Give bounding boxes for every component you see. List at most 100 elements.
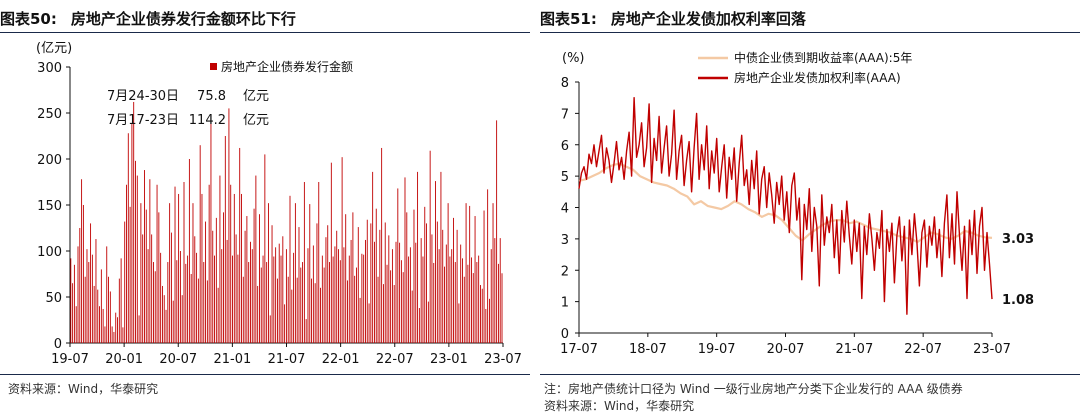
bar [129, 206, 131, 343]
bar [230, 184, 232, 343]
bar [144, 170, 145, 343]
bar [354, 275, 356, 343]
bar [199, 145, 201, 343]
bar [379, 229, 381, 343]
bar [487, 189, 489, 343]
bar [253, 208, 255, 343]
left-x-tick-label: 21-01 [213, 352, 251, 367]
left-figure-number: 图表50: [0, 10, 57, 28]
bar [99, 306, 101, 343]
bar [424, 206, 426, 343]
bar [300, 267, 302, 343]
bar [343, 247, 345, 343]
bar [221, 249, 223, 343]
bar [122, 327, 124, 343]
bar [273, 256, 275, 343]
bar [190, 274, 192, 343]
bar [312, 245, 314, 343]
bar [338, 249, 339, 343]
left-x-tick-label: 22-07 [376, 352, 414, 367]
bar [440, 171, 442, 343]
bar [348, 255, 350, 343]
right-x-tick-label: 19-07 [698, 342, 736, 357]
bar [391, 249, 393, 343]
bar [267, 203, 269, 343]
bar [126, 184, 127, 343]
bar [409, 247, 411, 343]
right-x-tick-label: 22-07 [904, 342, 942, 357]
left-y-tick-label: 50 [45, 291, 62, 306]
bar [172, 300, 174, 343]
bar [377, 276, 379, 343]
annotation-unit: 亿元 [243, 113, 269, 128]
bar [488, 298, 490, 343]
bar [332, 256, 334, 343]
bar [214, 255, 215, 343]
bar [275, 247, 277, 343]
bar [232, 255, 233, 343]
bar [181, 295, 183, 343]
right-y-tick-label: 7 [561, 107, 569, 122]
right-legend-label-rate: 房地产企业发债加权利率(AAA) [734, 70, 901, 85]
bar [176, 260, 178, 343]
right-title-rule [540, 32, 1080, 33]
bar [345, 214, 347, 343]
bar [278, 243, 280, 343]
bar [154, 271, 156, 343]
bar [294, 203, 296, 343]
bar [390, 270, 392, 343]
bar [140, 203, 142, 343]
bar [334, 246, 336, 343]
bar [84, 276, 86, 343]
bar [178, 193, 180, 343]
bar [438, 249, 440, 343]
annotation-value: 75.8 [197, 89, 226, 104]
right-chart-panel: 图表51: 房地产企业发债加权利率回落 (%) 0 1 2 3 4 5 6 7 8 17-07 18-0… [540, 0, 1080, 417]
bar [341, 157, 343, 343]
bar [458, 303, 460, 343]
bar [435, 181, 436, 343]
bar [147, 249, 149, 343]
bar [260, 267, 262, 343]
left-y-tick-label: 200 [37, 153, 62, 168]
bar [462, 258, 463, 343]
bar [86, 249, 88, 343]
bar [496, 120, 498, 343]
bar [113, 331, 115, 343]
bar [418, 308, 420, 343]
bar [366, 219, 368, 343]
bar [133, 101, 135, 344]
bar [246, 216, 248, 343]
bar [124, 221, 126, 343]
bar [217, 287, 219, 343]
bar [161, 285, 163, 343]
bar [453, 217, 454, 343]
bar [212, 230, 214, 343]
bar [170, 232, 172, 343]
bar [444, 266, 445, 343]
bar [316, 223, 318, 343]
bar [296, 277, 298, 343]
bar [251, 249, 253, 343]
bar [347, 280, 348, 343]
left-legend-label: 房地产企业债券发行金额 [221, 59, 353, 74]
bar [449, 256, 451, 343]
right-y-tick-label: 5 [561, 170, 569, 185]
bar [187, 255, 189, 343]
bar [400, 260, 402, 343]
right-y-axis-unit: (%) [562, 51, 585, 66]
right-y-tick-label: 2 [561, 264, 569, 279]
bar [393, 285, 395, 343]
bar [314, 283, 316, 343]
bar [167, 262, 169, 343]
bar [467, 264, 469, 343]
bar [248, 262, 250, 343]
bar [456, 229, 458, 343]
bar [454, 262, 456, 343]
bar [420, 238, 422, 343]
bar [109, 291, 111, 343]
bar [188, 159, 190, 343]
end-label-rate: 1.08 [1002, 293, 1034, 308]
bar [415, 242, 417, 343]
right-x-tick-label: 17-07 [560, 342, 598, 357]
